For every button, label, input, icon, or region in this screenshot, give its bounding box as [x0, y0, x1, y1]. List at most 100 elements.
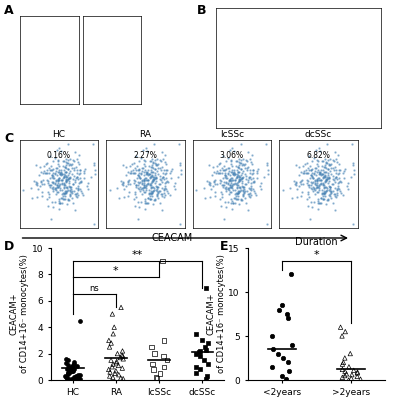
Point: [212, 193, 218, 200]
Point: [59, 200, 65, 206]
Point: [233, 190, 239, 196]
Point: [75, 158, 81, 165]
Point: [218, 202, 224, 209]
Point: [230, 200, 236, 206]
Point: [244, 188, 250, 194]
Point: [240, 184, 246, 190]
Point: [53, 177, 59, 183]
Point: [40, 170, 46, 176]
Point: [159, 174, 165, 181]
Point: [162, 192, 168, 199]
Point: [55, 184, 61, 190]
Point: [61, 167, 67, 173]
Point: [66, 175, 73, 181]
Point: [225, 164, 231, 171]
Point: [209, 172, 215, 178]
Point: [114, 350, 121, 357]
Point: [67, 174, 73, 181]
Point: [237, 184, 243, 190]
Point: [235, 190, 241, 197]
Point: [68, 186, 74, 192]
Point: [233, 175, 239, 181]
Point: [224, 186, 231, 192]
Point: [316, 186, 323, 193]
Point: [57, 180, 64, 187]
Point: [328, 188, 334, 195]
Point: [141, 189, 147, 196]
Point: [142, 167, 149, 174]
Point: [44, 170, 51, 176]
Point: [220, 184, 226, 190]
Point: [309, 184, 316, 190]
Point: [145, 194, 151, 201]
Point: [309, 204, 315, 211]
Point: [143, 168, 149, 175]
Point: [327, 167, 333, 174]
Point: [75, 186, 81, 193]
Point: [307, 175, 313, 181]
Point: [159, 207, 165, 213]
Point: [154, 184, 160, 190]
Point: [57, 171, 63, 177]
Point: [152, 183, 159, 190]
Point: [235, 189, 242, 196]
Point: [316, 185, 322, 192]
Point: [149, 361, 156, 367]
Point: [144, 200, 150, 206]
Point: [33, 162, 40, 169]
Point: [331, 191, 337, 197]
Point: [73, 156, 80, 163]
Point: [242, 180, 249, 187]
Point: [150, 188, 156, 194]
Point: [285, 315, 291, 322]
Point: [28, 185, 34, 192]
Point: [49, 172, 55, 178]
Point: [305, 182, 312, 188]
Point: [311, 155, 317, 161]
Point: [227, 189, 233, 196]
Point: [285, 359, 292, 366]
Point: [236, 201, 242, 208]
Point: [67, 190, 73, 197]
Point: [75, 185, 81, 192]
Point: [155, 189, 161, 196]
Point: [53, 178, 59, 184]
Point: [81, 174, 87, 181]
Point: [61, 181, 67, 188]
Point: [49, 198, 55, 205]
Point: [309, 166, 316, 172]
Point: [49, 172, 55, 178]
Point: [139, 164, 145, 171]
Point: [324, 187, 330, 193]
Point: [55, 162, 62, 169]
Point: [236, 176, 242, 183]
Point: [232, 187, 238, 193]
Point: [333, 170, 339, 176]
Point: [342, 166, 348, 172]
Point: [157, 173, 163, 180]
Point: [54, 176, 61, 182]
Point: [153, 175, 159, 181]
Point: [123, 182, 129, 189]
Point: [206, 180, 213, 186]
Point: [162, 185, 168, 192]
Point: [134, 175, 140, 181]
Point: [75, 180, 82, 186]
Point: [109, 311, 116, 317]
Point: [60, 190, 66, 196]
Point: [218, 188, 224, 195]
Point: [53, 168, 59, 175]
Point: [253, 192, 259, 199]
Point: [293, 180, 299, 186]
Point: [239, 178, 246, 184]
Point: [142, 158, 148, 165]
Point: [323, 185, 330, 191]
Point: [72, 207, 79, 213]
Point: [238, 197, 244, 203]
Point: [329, 180, 335, 187]
Point: [305, 202, 311, 209]
Point: [156, 157, 163, 164]
Point: [284, 311, 290, 317]
Point: [230, 200, 237, 206]
Point: [326, 192, 332, 198]
